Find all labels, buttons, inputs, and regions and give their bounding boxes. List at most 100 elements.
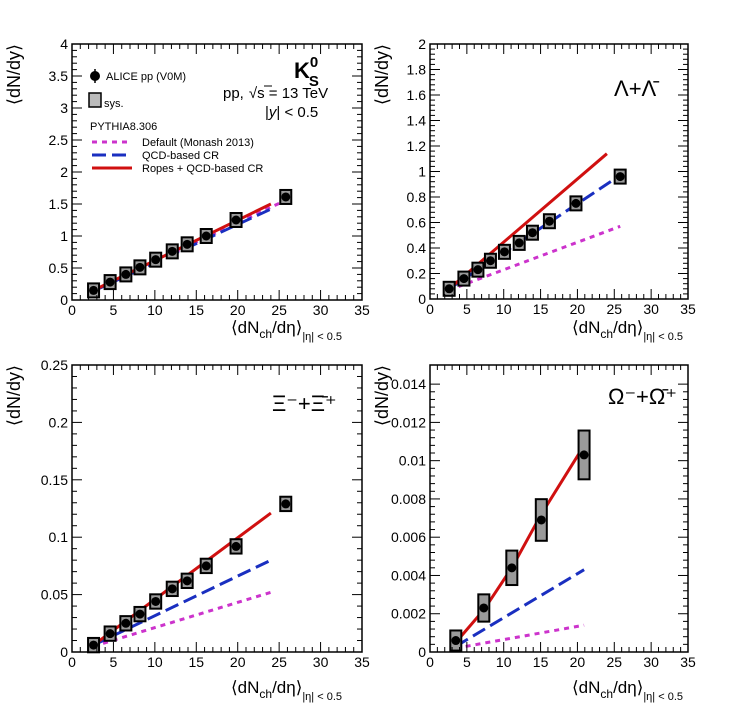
x-tick-label: 10: [147, 654, 163, 670]
rapidity-cut: |y| < 0.5: [265, 104, 318, 121]
y-tick-label: 0.002: [391, 606, 426, 622]
model-qcd-cr-curve: [455, 568, 585, 648]
data-points: [442, 168, 627, 297]
panel-lambda: 0 5 10 15 20 25 30 35 0 0.2 0.4 0.6 0.8 1 1.2 1.4 1.6 1.8…: [372, 36, 696, 343]
y-tick-label: 0.4: [407, 240, 427, 256]
model-default-curve: [455, 623, 585, 650]
data-point: [579, 450, 589, 460]
legend-generator: PYTHIA8.306: [90, 121, 157, 133]
data-points: [87, 188, 293, 299]
collision-system: pp, √s = 13 TeV: [223, 85, 328, 102]
x-tick-label: 0: [68, 302, 76, 318]
x-tick-label: 15: [188, 654, 204, 670]
y-tick-label: 0.6: [407, 215, 427, 231]
data-point: [151, 255, 161, 265]
x-tick-label: 0: [426, 654, 434, 670]
data-point: [615, 172, 625, 182]
data-point: [121, 618, 131, 628]
data-point: [281, 192, 291, 202]
data-point: [485, 256, 495, 266]
y-tick-label: 3: [60, 100, 68, 116]
data-point: [281, 499, 291, 509]
y-tick-label: 0: [60, 644, 68, 660]
data-point: [105, 277, 115, 287]
y-tick-label: 2: [418, 36, 426, 52]
y-tick-label: 0.1: [49, 529, 69, 545]
y-tick-label: 0.006: [391, 529, 426, 545]
data-point: [135, 262, 145, 272]
x-axis-title: ⟨dNch/dη⟩|η| < 0.5: [572, 318, 683, 343]
x-tick-label: 5: [463, 654, 471, 670]
x-tick-label: 15: [533, 301, 549, 317]
y-tick-label: 0.014: [391, 376, 426, 392]
x-tick-label: 15: [188, 302, 204, 318]
y-tick-label: 0.25: [41, 357, 68, 373]
y-tick-label: 2: [60, 164, 68, 180]
y-tick-label: 0: [418, 291, 426, 307]
data-point: [499, 247, 509, 257]
model-curves: [454, 444, 586, 650]
legend-default-label: Default (Monash 2013): [142, 137, 254, 149]
y-tick-label: 0.2: [407, 266, 427, 282]
x-tick-label: 0: [68, 654, 76, 670]
data-point: [544, 216, 554, 226]
data-point: [167, 584, 177, 594]
data-point: [151, 596, 161, 606]
data-point: [121, 269, 131, 279]
x-tick-label: 10: [496, 654, 512, 670]
x-tick-label: 35: [354, 654, 370, 670]
y-tick-label: 0.8: [407, 189, 427, 205]
x-tick-label: 30: [643, 301, 659, 317]
data-point: [514, 238, 524, 248]
x-tick-label: 20: [570, 301, 586, 317]
x-tick-label: 35: [354, 302, 370, 318]
axis-ticks: 0 5 10 15 20 25 30 35 0 0.5 1 1.5 2 2.5 3 3.5 4: [49, 36, 370, 318]
data-point: [182, 576, 192, 586]
y-tick-label: 0.008: [391, 491, 426, 507]
x-tick-label: 5: [463, 301, 471, 317]
particle-label: Ξ⁻+Ξ̄⁺: [272, 391, 337, 416]
particle-label: Ω⁻+Ω̄⁺: [608, 384, 677, 409]
plot-area: [429, 364, 689, 653]
y-tick-label: 1.2: [407, 138, 427, 154]
data-point: [479, 603, 489, 613]
data-point: [231, 541, 241, 551]
data-point: [201, 231, 211, 241]
data-point: [571, 198, 581, 208]
y-tick-label: 1.8: [407, 62, 427, 78]
y-tick-label: 0: [418, 644, 426, 660]
x-tick-label: 20: [570, 654, 586, 670]
x-axis-title: ⟨dNch/dη⟩|η| < 0.5: [572, 678, 683, 703]
plot-frame: [71, 364, 363, 653]
y-tick-label: 0.01: [399, 453, 426, 469]
data-point: [451, 636, 461, 646]
model-ropes-curve: [454, 444, 586, 644]
y-tick-label: 0: [60, 292, 68, 308]
y-tick-label: 0.15: [41, 472, 68, 488]
legend: ALICE pp (V0M) sys. PYTHIA8.306 Default …: [88, 69, 263, 175]
x-tick-label: 25: [271, 302, 287, 318]
x-tick-label: 10: [496, 301, 512, 317]
y-tick-label: 0.5: [49, 260, 69, 276]
y-tick-label: 0.012: [391, 414, 426, 430]
data-point: [182, 239, 192, 249]
x-tick-label: 30: [313, 302, 329, 318]
y-axis-title: ⟨dN/dy⟩: [4, 44, 24, 105]
x-tick-label: 25: [606, 301, 622, 317]
particle-label: KS0: [294, 54, 319, 90]
data-point: [201, 561, 211, 571]
y-tick-label: 1.5: [49, 196, 69, 212]
panel-xi: 0 5 10 15 20 25 30 35 0 0.05 0.1 0.15 0.2 0.25 ⟨dN/dy…: [4, 357, 370, 703]
data-point: [89, 285, 99, 295]
y-axis-title: ⟨dN/dy⟩: [4, 365, 24, 426]
y-tick-label: 1.6: [407, 87, 427, 103]
x-tick-label: 5: [110, 302, 118, 318]
model-default-curve: [93, 590, 272, 648]
y-axis-title: ⟨dN/dy⟩: [372, 365, 392, 426]
y-tick-label: 1: [418, 164, 426, 180]
legend-qcd-label: QCD-based CR: [142, 150, 219, 162]
x-tick-label: 30: [643, 654, 659, 670]
data-point: [167, 246, 177, 256]
